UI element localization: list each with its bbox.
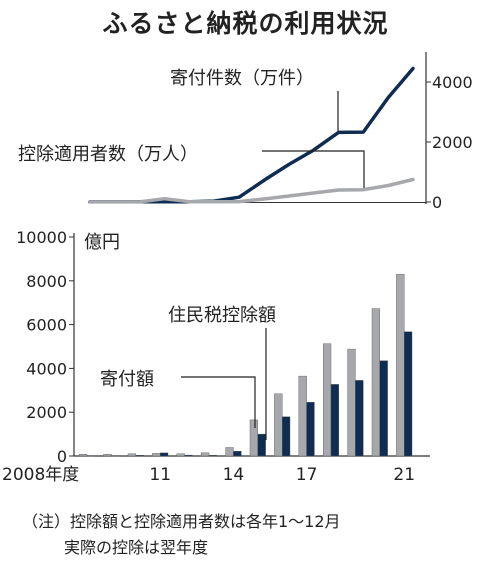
- donation-amount-bar: [298, 375, 307, 457]
- bar-chart-y-tick-label: 2000: [26, 403, 67, 422]
- donation-amount-bar: [200, 452, 210, 457]
- deduction-users-leader: [262, 150, 365, 188]
- tax-deduction-bar: [86, 455, 96, 457]
- footnote-line-2: 実際の控除は翌年度: [64, 538, 209, 557]
- donation-count-label: 寄付件数（万件）: [170, 68, 314, 89]
- donation-amount-bar: [274, 393, 283, 457]
- tax-deduction-bar: [135, 455, 144, 457]
- donation-amount-bar: [396, 274, 405, 457]
- tax-deduction-bar: [330, 384, 340, 457]
- donation-amount-bar: [323, 343, 332, 457]
- donation-amount-bar: [347, 348, 356, 457]
- tax-deduction-bar: [282, 416, 291, 457]
- tax-deduction-bar: [355, 380, 364, 457]
- deduction-users-line: [88, 177, 415, 204]
- tax-deduction-bar: [184, 454, 193, 457]
- tax-deduction-bar: [233, 451, 242, 457]
- donation-amount-label: 寄付額: [100, 369, 154, 390]
- bar-chart-x-tick-label: 14: [223, 465, 245, 485]
- donation-amount-leader: [181, 376, 256, 428]
- tax-deduction-bar: [257, 433, 266, 457]
- bar-chart-x-tick-label: 21: [393, 465, 415, 485]
- tax-deduction-label: 住民税控除額: [168, 305, 276, 326]
- bar-chart-y-tick-label: 6000: [26, 316, 67, 335]
- bar-chart-y-tick-label: 10000: [16, 228, 67, 247]
- line-chart-y-tick-label: 2000: [432, 133, 473, 152]
- footnote-line-1: （注）控除額と控除適用者数は各年1～12月: [22, 512, 341, 531]
- deduction-users-label: 控除適用者数（万人）: [18, 144, 198, 165]
- chart-title: ふるさと納税の利用状況: [102, 9, 389, 38]
- donation-amount-bar: [225, 447, 234, 457]
- tax-deduction-bar: [159, 452, 169, 457]
- bar-chart-x-tick-label: 11: [149, 465, 171, 485]
- bar-chart-x-tick-label: 17: [296, 465, 318, 485]
- tax-deduction-bar: [208, 455, 218, 457]
- tax-deduction-bar: [111, 455, 120, 457]
- donation-amount-bar: [127, 453, 137, 457]
- tax-deduction-bar: [306, 402, 315, 457]
- bar-chart-y-tick-label: 0: [57, 447, 67, 466]
- tax-deduction-bar: [379, 360, 388, 457]
- bar-chart-unit-label: 億円: [84, 232, 120, 253]
- line-chart-y-tick-label: 0: [432, 193, 442, 212]
- donation-amount-bar: [103, 454, 112, 457]
- donation-amount-bar: [78, 454, 88, 457]
- tax-deduction-bar: [404, 331, 413, 457]
- line-chart-y-tick-label: 4000: [432, 73, 473, 92]
- donation-amount-bar: [249, 419, 259, 457]
- donation-amount-bar: [176, 453, 185, 457]
- bar-chart-x-tick-label: 2008年度: [2, 465, 79, 485]
- donation-amount-bar: [371, 308, 381, 457]
- bar-chart-y-tick-label: 8000: [26, 272, 67, 291]
- donation-amount-bar: [152, 453, 161, 457]
- bar-chart-y-tick-label: 4000: [26, 359, 67, 378]
